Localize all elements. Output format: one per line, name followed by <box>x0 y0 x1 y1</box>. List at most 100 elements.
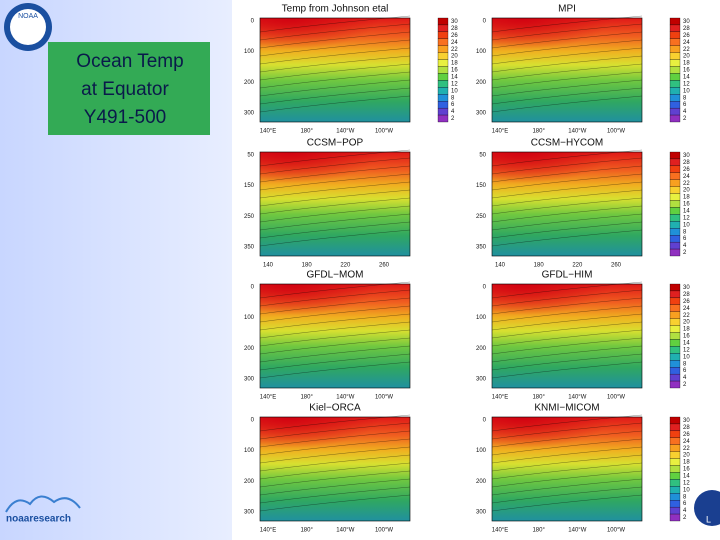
panel-title: GFDL−HIM <box>542 270 593 281</box>
isotherm <box>259 165 411 183</box>
x-tick-label: 180° <box>300 395 313 401</box>
y-tick-label: 0 <box>251 285 255 291</box>
colorbar-label: 16 <box>683 467 690 473</box>
colorbar-label: 24 <box>451 40 458 46</box>
colorbar-swatch <box>669 221 681 229</box>
colorbar-swatch <box>669 506 681 515</box>
colorbar-swatch <box>669 179 681 187</box>
colorbar-swatch <box>669 339 681 347</box>
colorbar-swatch <box>669 318 681 326</box>
colorbar-label: 18 <box>683 460 690 466</box>
panel-title: CCSM−HYCOM <box>531 138 604 149</box>
isotherm <box>491 446 643 464</box>
isotherm <box>491 422 643 440</box>
y-tick-label: 200 <box>476 346 487 352</box>
y-tick-label: 300 <box>244 377 255 383</box>
colorbar-swatch <box>669 332 681 340</box>
y-tick-label: 0 <box>483 418 487 424</box>
isotherm <box>259 289 411 307</box>
colorbar-label: 4 <box>683 109 687 115</box>
isotherm <box>491 329 643 347</box>
isotherm <box>259 31 411 49</box>
colorbar-label: 22 <box>683 313 690 319</box>
colorbar-label: 26 <box>683 167 690 173</box>
corner-logo <box>694 490 720 526</box>
isotherm <box>491 454 643 472</box>
y-tick-label: 100 <box>476 448 487 454</box>
isotherm <box>259 329 411 347</box>
isotherm <box>259 297 411 315</box>
isotherm <box>491 55 643 73</box>
colorbar-label: 24 <box>683 40 690 46</box>
colorbar-swatch <box>669 228 681 236</box>
isotherm <box>491 95 643 113</box>
x-tick-label: 180° <box>532 395 545 401</box>
isotherm <box>259 181 411 199</box>
colorbar-label: 16 <box>683 202 690 208</box>
colorbar-swatch <box>669 493 681 501</box>
colorbar-swatch <box>669 200 681 208</box>
colorbar-swatch <box>669 500 681 508</box>
isotherm <box>259 79 411 97</box>
colorbar-label: 28 <box>683 160 690 166</box>
colorbar-swatch <box>669 114 681 123</box>
isotherm <box>491 63 643 81</box>
isotherm <box>491 173 643 191</box>
y-tick-label: 0 <box>483 285 487 291</box>
colorbar-swatch <box>669 290 681 299</box>
isotherm <box>259 39 411 57</box>
colorbar-label: 26 <box>683 299 690 305</box>
y-tick-label: 100 <box>244 315 255 321</box>
colorbar-swatch <box>669 360 681 368</box>
colorbar-swatch <box>669 66 681 74</box>
isotherm <box>491 353 643 371</box>
colorbar-swatch <box>669 80 681 88</box>
isotherm <box>259 430 411 448</box>
x-tick-label: 100°W <box>375 129 393 135</box>
plot-frame <box>259 283 411 389</box>
colorbar-label: 12 <box>683 480 690 486</box>
colorbar-label: 20 <box>683 453 690 459</box>
colorbar-label: 6 <box>683 236 687 242</box>
colorbar-label: 12 <box>683 347 690 353</box>
colorbar-label: 8 <box>451 95 455 101</box>
isotherm <box>259 157 411 175</box>
colorbar-swatch <box>669 24 681 33</box>
isotherm <box>491 305 643 323</box>
colorbar-swatch <box>669 73 681 81</box>
isotherm <box>491 79 643 97</box>
colorbar-swatch <box>437 31 449 39</box>
isotherm <box>259 205 411 223</box>
isotherm <box>491 321 643 339</box>
y-tick-label: 350 <box>476 245 487 251</box>
colorbar-label: 10 <box>683 88 690 94</box>
colorbar-label: 10 <box>683 354 690 360</box>
y-tick-label: 300 <box>476 111 487 117</box>
x-tick-label: 140°E <box>260 129 276 135</box>
x-tick-label: 180° <box>532 528 545 534</box>
isotherm <box>259 221 411 239</box>
colorbar-swatch <box>437 114 449 123</box>
colorbar-swatch <box>669 458 681 466</box>
title-line: at Equator <box>81 79 169 100</box>
isotherm <box>491 205 643 223</box>
warm-pool <box>492 18 642 70</box>
colorbar-swatch <box>669 94 681 102</box>
warm-pool <box>260 152 410 204</box>
colorbar-swatch <box>437 52 449 60</box>
isotherm <box>259 71 411 89</box>
isotherm <box>491 470 643 488</box>
isotherm <box>259 47 411 65</box>
isotherm <box>491 229 643 247</box>
colorbar-swatch <box>669 444 681 452</box>
colorbar-label: 30 <box>451 19 458 25</box>
isotherm <box>259 63 411 81</box>
colorbar-swatch <box>669 297 681 305</box>
colorbar-swatch <box>669 45 681 53</box>
colorbar-swatch <box>669 353 681 361</box>
warm-pool <box>260 417 410 469</box>
colorbar-swatch <box>669 59 681 67</box>
x-tick-label: 260 <box>611 263 622 269</box>
isotherm <box>259 213 411 231</box>
